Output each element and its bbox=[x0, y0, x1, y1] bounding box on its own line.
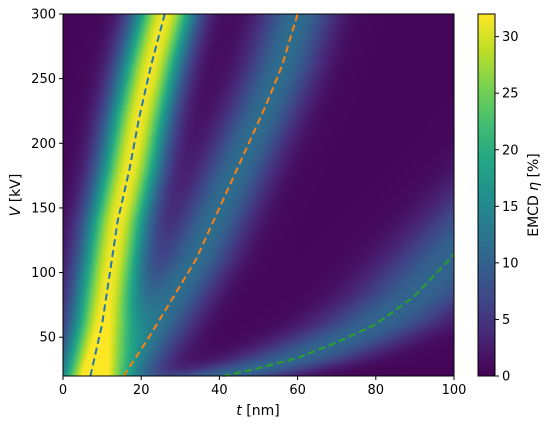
plot-frame bbox=[62, 13, 455, 377]
x-axis: 0 20 40 60 80 100 bbox=[59, 376, 467, 398]
dashed-curves bbox=[89, 13, 455, 377]
y-tick-label: 200 bbox=[31, 137, 56, 152]
x-tick-label: 20 bbox=[133, 383, 150, 398]
heatmap-image bbox=[63, 14, 454, 376]
y-tick-label: 50 bbox=[39, 331, 56, 346]
y-axis: 50 100 150 200 250 300 bbox=[31, 8, 63, 346]
dashed-curve-1 bbox=[89, 13, 166, 377]
y-tick-label: 300 bbox=[31, 8, 56, 23]
colorbar: 0 5 10 15 20 25 30 bbox=[477, 13, 519, 385]
colorbar-label: EMCD η [%] bbox=[526, 153, 542, 237]
y-tick-label: 150 bbox=[31, 201, 56, 216]
colorbar-gradient bbox=[477, 13, 496, 377]
colorbar-tick-label: 10 bbox=[502, 256, 519, 271]
x-tick-label: 40 bbox=[211, 383, 228, 398]
x-tick-label: 80 bbox=[368, 383, 385, 398]
colorbar-tick-label: 0 bbox=[502, 370, 510, 385]
dashed-curve-2 bbox=[122, 13, 299, 377]
x-tick-label: 100 bbox=[442, 383, 467, 398]
colorbar-tick-label: 30 bbox=[502, 30, 519, 45]
y-tick-label: 250 bbox=[31, 72, 56, 87]
x-tick-label: 0 bbox=[59, 383, 67, 398]
plot-area bbox=[63, 14, 454, 376]
colorbar-tick-label: 25 bbox=[502, 87, 519, 102]
y-tick-label: 100 bbox=[31, 266, 56, 281]
colorbar-tick-label: 20 bbox=[502, 143, 519, 158]
dashed-curve-3 bbox=[223, 253, 455, 377]
x-axis-label: t [nm] bbox=[236, 403, 279, 419]
colorbar-tick-label: 15 bbox=[502, 200, 519, 215]
colorbar-tick-label: 5 bbox=[502, 313, 510, 328]
x-tick-label: 60 bbox=[289, 383, 306, 398]
y-axis-label: V [kV] bbox=[8, 174, 24, 217]
